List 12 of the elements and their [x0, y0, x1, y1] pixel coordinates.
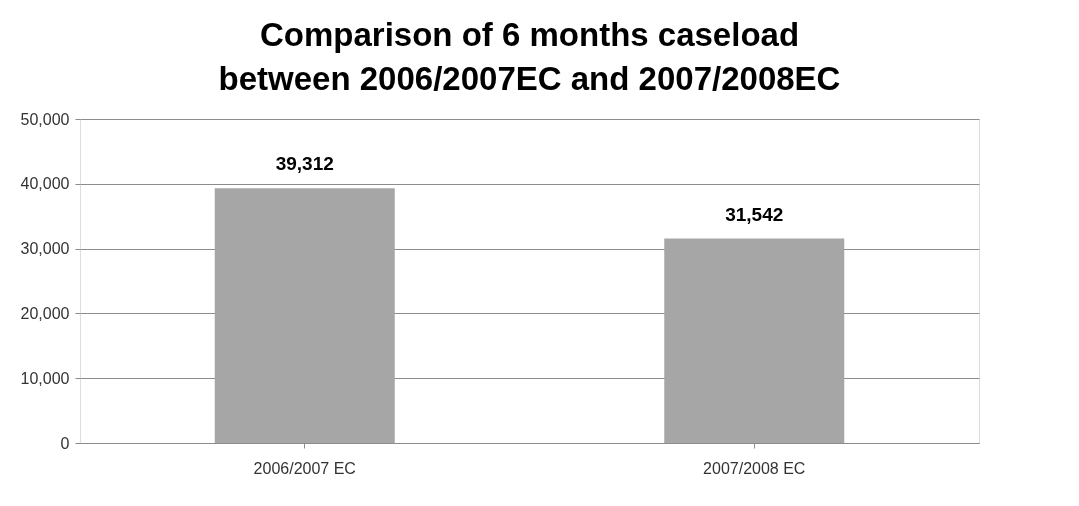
text: Comparison of 6 months caseload [259, 16, 800, 53]
y-tick-label: 40,000 [20, 175, 70, 193]
data-label: 31,542 [725, 203, 784, 225]
text: between 2006/2007EC and 2007/2008EC [218, 60, 841, 97]
y-tick-label: 0 [60, 434, 70, 452]
data-label: 39,312 [275, 153, 334, 175]
y-tick-label: 50,000 [20, 110, 70, 128]
y-tick-label: 30,000 [20, 240, 70, 258]
x-tick-label: 2007/2008 EC [703, 459, 806, 477]
x-tick-label: 2006/2007 EC [253, 459, 356, 477]
y-tick-label: 10,000 [20, 369, 70, 387]
y-tick-label: 20,000 [20, 304, 70, 322]
